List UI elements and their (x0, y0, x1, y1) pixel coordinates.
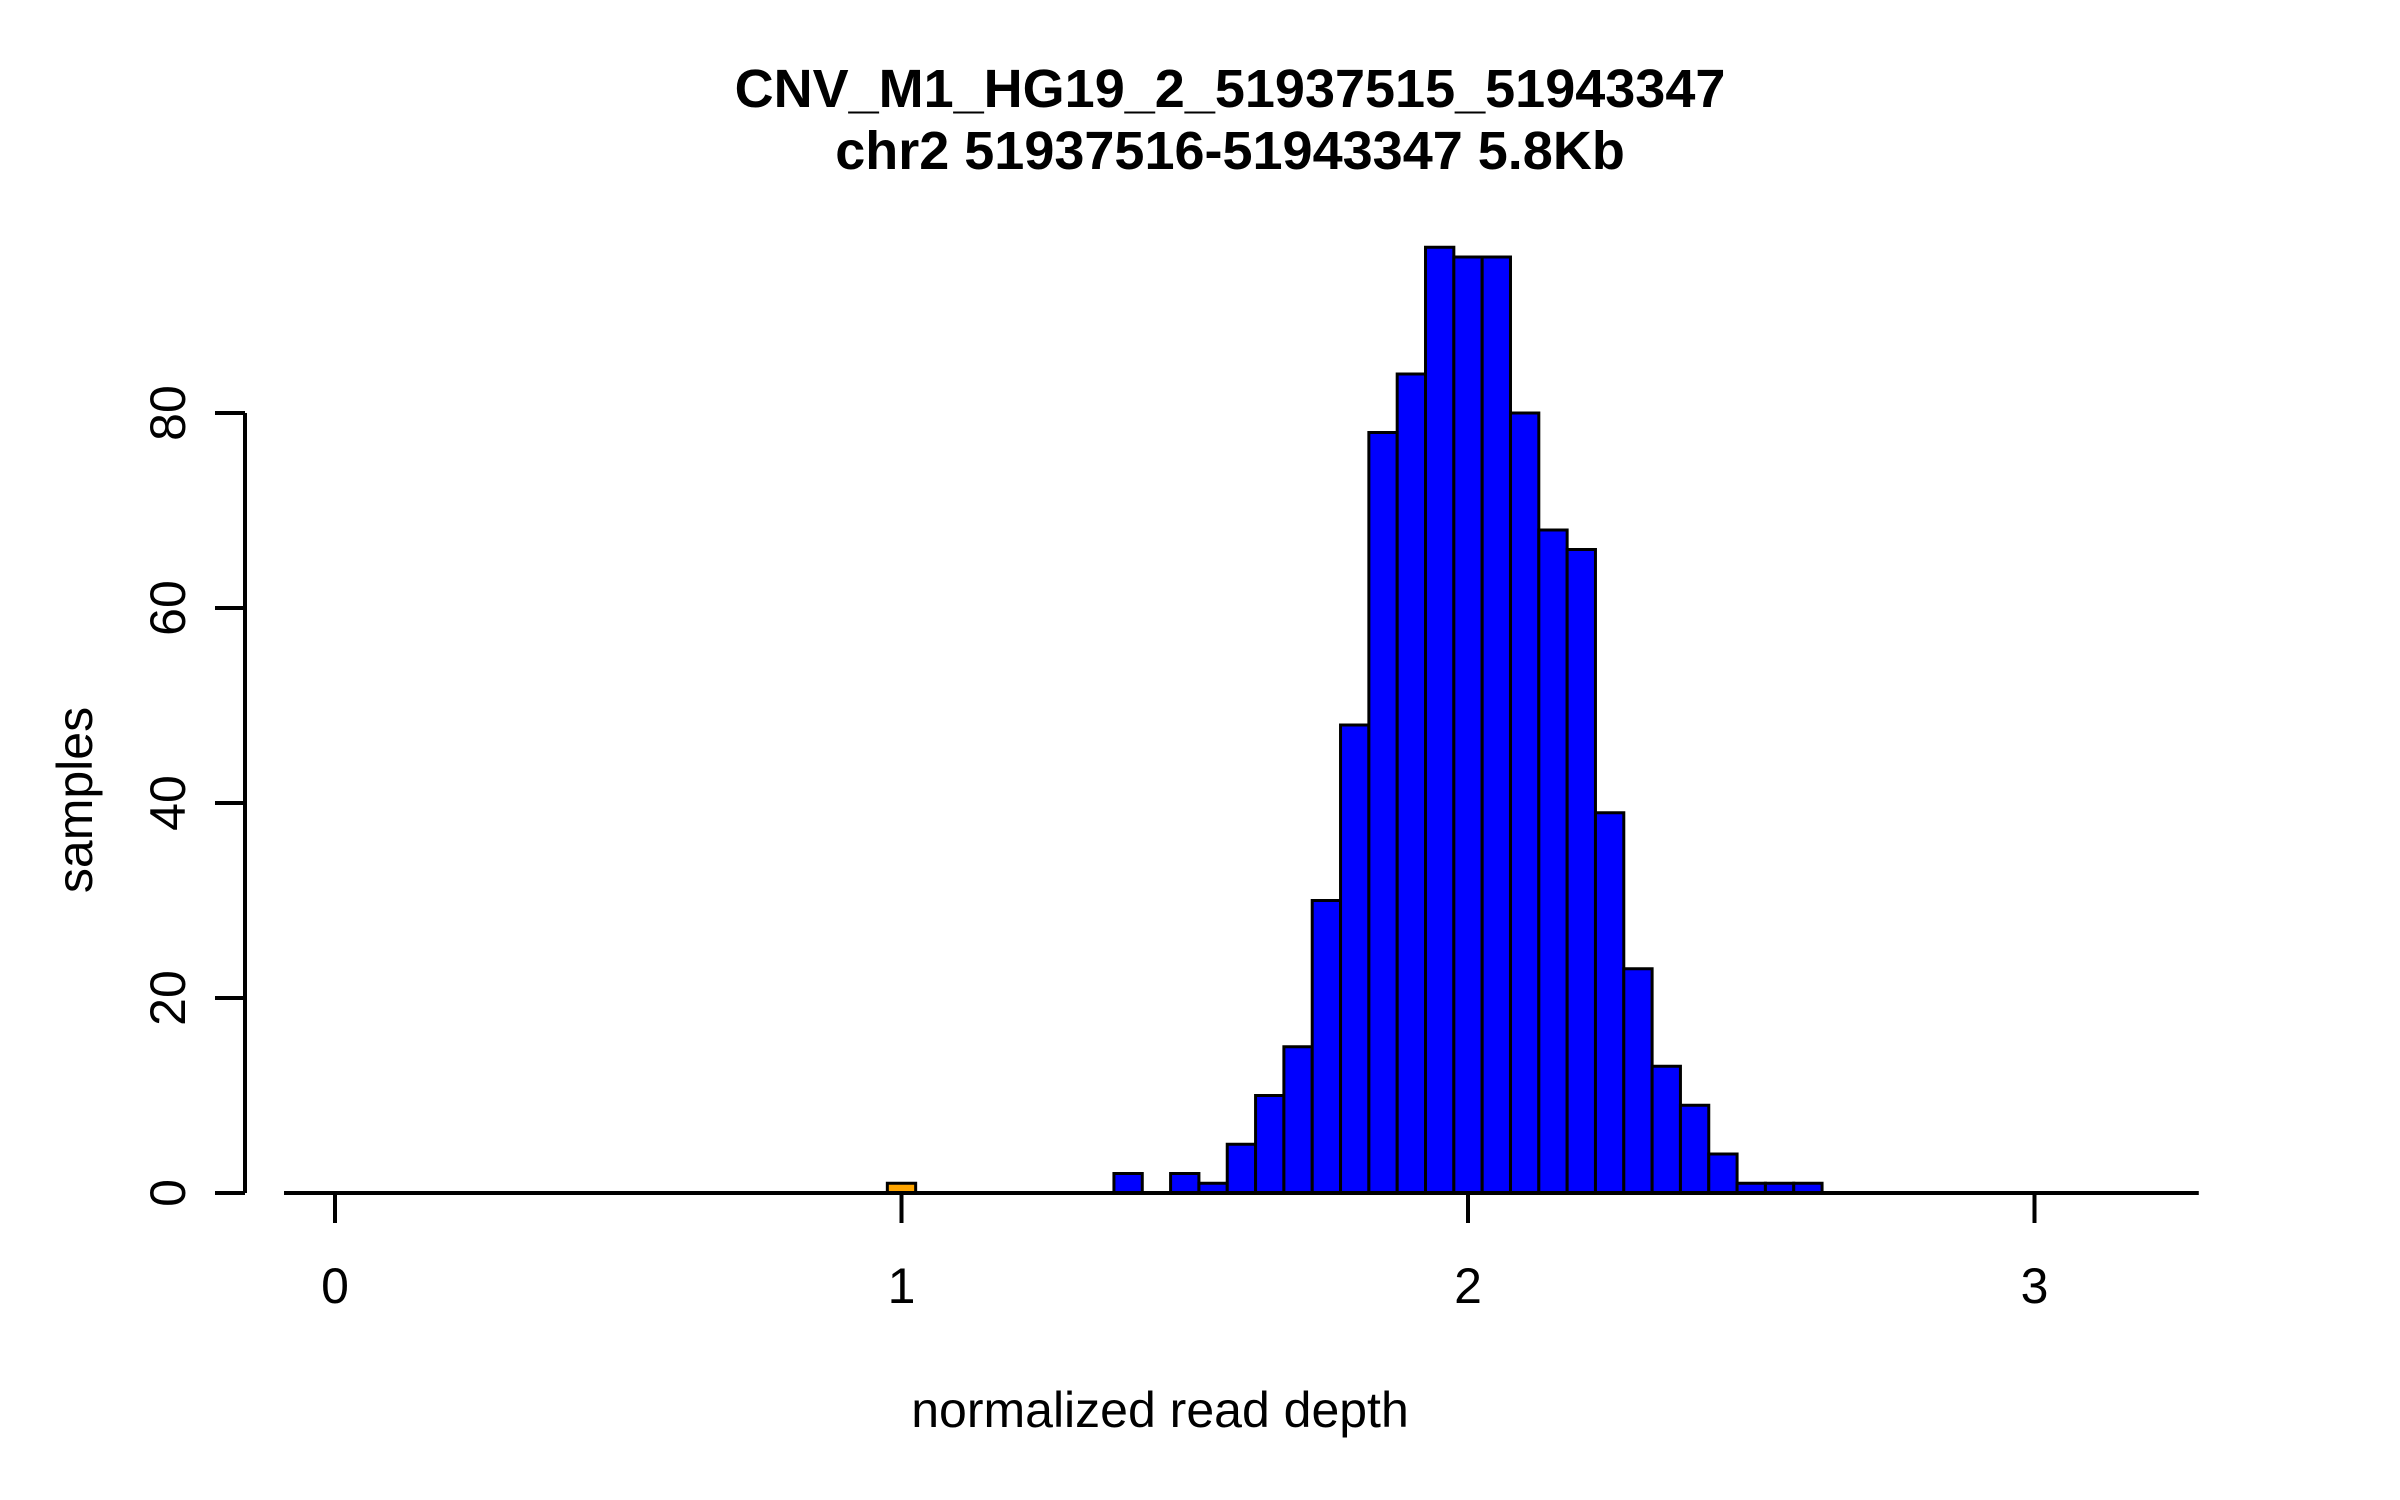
histogram-bar (1565, 548, 1597, 1195)
histogram-bar (1225, 1142, 1258, 1195)
x-axis-label: normalized read depth (911, 1382, 1409, 1438)
histogram-bar (1339, 723, 1371, 1195)
histogram-bar (1452, 255, 1484, 1195)
histogram-bar (1480, 255, 1512, 1195)
y-tick-label: 0 (140, 1179, 196, 1207)
y-tick-label: 80 (140, 385, 196, 441)
histogram-bar (1650, 1064, 1682, 1195)
y-tick-label: 20 (140, 970, 196, 1026)
histogram-bar (1254, 1094, 1286, 1195)
histogram-bar (1537, 528, 1569, 1195)
y-tick-label: 60 (140, 580, 196, 636)
x-tick-label: 0 (321, 1258, 349, 1314)
x-tick-label: 3 (2021, 1258, 2049, 1314)
histogram-bar (1310, 899, 1343, 1195)
histogram-bar (1169, 1172, 1201, 1195)
y-axis-label: samples (47, 706, 103, 894)
histogram-bar (1395, 372, 1428, 1195)
histogram-bar (1424, 245, 1456, 1195)
y-tick-label: 40 (140, 775, 196, 831)
histogram-bar (1622, 967, 1654, 1195)
chart-subtitle: chr2 51937516-51943347 5.8Kb (835, 121, 1625, 181)
x-tick-label: 1 (888, 1258, 916, 1314)
histogram-bar (1282, 1045, 1314, 1195)
histogram-bar (1593, 811, 1626, 1195)
histogram-bar (1112, 1172, 1144, 1195)
x-tick-label: 2 (1454, 1258, 1482, 1314)
histogram-bar (1707, 1152, 1739, 1195)
chart-title: CNV_M1_HG19_2_51937515_51943347 (734, 59, 1726, 119)
histogram-bar (1508, 411, 1541, 1195)
histogram-bar (1678, 1103, 1711, 1195)
histogram-bar (1367, 431, 1399, 1195)
